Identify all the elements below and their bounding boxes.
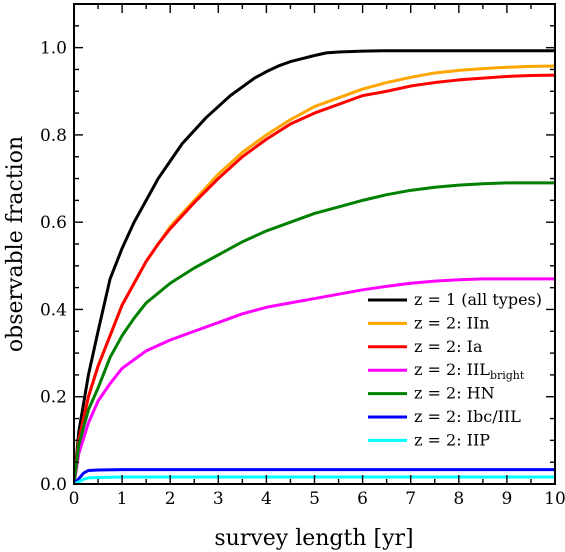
x-axis-label: survey length [yr] [214, 526, 413, 551]
x-tick-label: 9 [501, 489, 512, 509]
y-axis-label: observable fraction [3, 136, 28, 352]
legend-label-3: z = 2: IILbright [414, 360, 525, 382]
tick-labels-layer: 0 1 2 3 4 5 6 7 8 9 10 0.0 0.2 0.4 0.6 0.8 1.0 [40, 39, 565, 509]
legend-label-6: z = 2: IIP [414, 430, 490, 449]
x-tick-label: 5 [309, 489, 320, 509]
x-tick-label: 8 [453, 489, 464, 509]
plot-area [73, 3, 556, 485]
legend-label-1: z = 2: IIn [414, 313, 490, 332]
y-tick-label: 0.6 [40, 213, 67, 233]
y-tick-label: 0.2 [40, 388, 67, 408]
x-tick-label: 3 [213, 489, 224, 509]
y-tick-label: 1.0 [40, 39, 67, 59]
x-tick-label: 0 [69, 489, 80, 509]
legend-label-4: z = 2: HN [414, 384, 495, 403]
ticks-layer [73, 3, 556, 485]
legend: z = 1 (all types) z = 2: IIn z = 2: Ia z = … [368, 290, 542, 449]
y-tick-label: 0.8 [40, 126, 67, 146]
x-tick-label: 6 [357, 489, 368, 509]
series-line-5 [74, 468, 555, 484]
series-line-0 [74, 49, 555, 484]
legend-label-5: z = 2: Ibc/IIL [414, 407, 521, 426]
series-line-2 [74, 73, 555, 484]
legend-label-0: z = 1 (all types) [414, 290, 542, 309]
y-tick-label: 0.0 [40, 475, 67, 495]
x-tick-label: 10 [544, 489, 565, 509]
legend-label-subscript: bright [490, 369, 525, 382]
x-tick-label: 1 [117, 489, 128, 509]
x-tick-label: 2 [165, 489, 176, 509]
x-tick-label: 4 [261, 489, 272, 509]
x-tick-label: 7 [405, 489, 416, 509]
legend-label-2: z = 2: Ia [414, 337, 483, 356]
series-layer [74, 49, 555, 484]
series-line-3 [74, 277, 555, 484]
y-tick-label: 0.4 [40, 300, 67, 320]
series-line-4 [74, 181, 555, 484]
